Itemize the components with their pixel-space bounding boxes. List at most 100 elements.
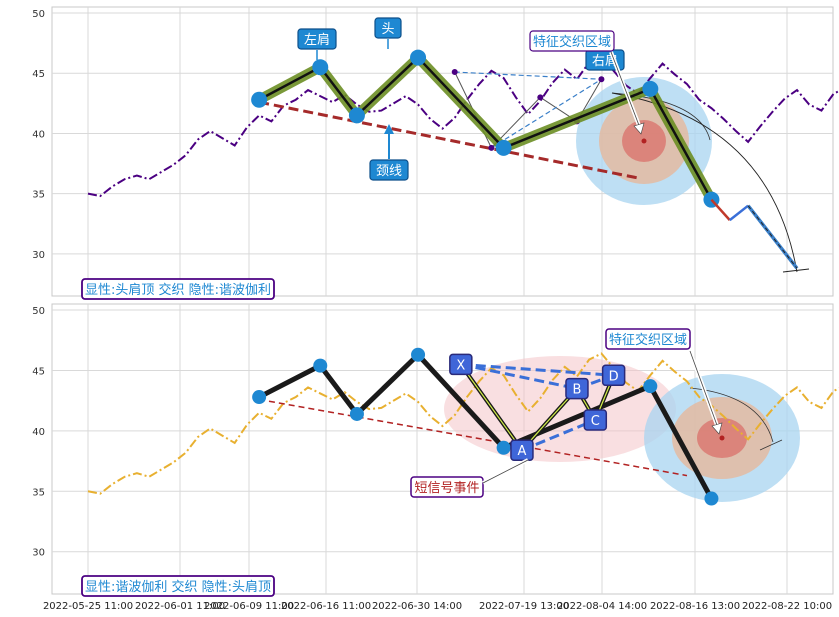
- pattern-marker: [496, 440, 511, 455]
- y-tick-label: 50: [32, 306, 45, 317]
- label-feature-zone-box: [605, 328, 691, 350]
- bottom-ytick-labels: 30 35 40 45 50: [32, 306, 45, 559]
- x-tick-label: 2022-07-19 13:00: [479, 601, 569, 612]
- top-price-series: [87, 55, 839, 198]
- label-neckline-box: [369, 159, 409, 181]
- arrow-feature-zone-head: [633, 122, 645, 135]
- x-tick-label: 2022-06-30 14:00: [372, 601, 462, 612]
- arrow-event-edge: [482, 459, 529, 484]
- harmonic-label-b: B: [573, 383, 582, 398]
- harmonic-label-c: C: [591, 414, 600, 429]
- pattern-marker: [411, 347, 426, 362]
- label-head-box: [374, 17, 402, 39]
- pattern-marker: [642, 80, 659, 97]
- y-tick-label: 35: [32, 487, 45, 498]
- pattern-marker: [251, 91, 268, 108]
- label-left-shoulder: 左肩: [304, 32, 330, 48]
- y-tick-label: 40: [32, 129, 45, 140]
- bottom-caption: 显性:谐波伽利 交织 隐性:头肩顶: [85, 579, 271, 595]
- top-ytick-labels: 30 35 40 45 50: [32, 9, 45, 261]
- top-caption-border: [81, 278, 275, 300]
- neckline: [259, 398, 688, 477]
- label-feature-zone-box: [529, 30, 615, 52]
- projection-dash: [747, 205, 798, 269]
- y-tick-label: 45: [32, 69, 45, 80]
- label-event-box: [410, 476, 484, 498]
- top-gridlines: [52, 7, 833, 296]
- zone-center: [719, 435, 725, 441]
- x-tick-label: 2022-08-04 14:00: [557, 601, 647, 612]
- x-tick-label: 2022-06-01 11:00: [135, 601, 225, 612]
- arrow-feature-zone-head: [711, 422, 723, 435]
- x-tick-label: 2022-06-16 11:00: [281, 601, 371, 612]
- harmonic-overlay-dash: [491, 78, 602, 149]
- pattern-marker: [349, 406, 364, 421]
- harmonic-label-d: D: [609, 369, 619, 384]
- projection-segment: [710, 198, 731, 221]
- x-tick-label: 2022-08-16 13:00: [650, 601, 740, 612]
- harmonic-label-a: A: [518, 444, 527, 459]
- y-tick-label: 30: [32, 250, 45, 261]
- harmonic-label-box: [583, 409, 608, 431]
- harmonic-overlay-point: [537, 94, 544, 101]
- arrow-feature-zone-edge: [610, 51, 641, 129]
- harmonic-ratio-line: [460, 362, 614, 377]
- pattern-marker: [643, 379, 658, 394]
- bottom-pattern: [252, 347, 719, 506]
- y-tick-label: 50: [32, 9, 45, 20]
- arrow-neckline-head: [384, 124, 394, 134]
- top-projection: [710, 198, 810, 273]
- price-line: [87, 55, 839, 198]
- harmonic-overlay-point: [598, 76, 605, 83]
- x-tick-labels: 2022-05-25 11:00 2022-06-01 11:002022-06-…: [43, 601, 832, 612]
- harmonic-overlay-dash: [454, 71, 602, 80]
- top-caption-box: 显性:头肩顶 交织 隐性:谐波伽利: [81, 278, 275, 300]
- harmonic-label-box: [449, 353, 473, 376]
- pattern-marker: [313, 358, 328, 373]
- harmonic-ratio-line: [521, 418, 596, 452]
- bottom-harmonic: X A B C D: [449, 353, 626, 461]
- bottom-price-series: [87, 352, 839, 495]
- projection-segment: [728, 204, 749, 222]
- y-tick-label: 40: [32, 427, 45, 438]
- pattern-marker: [252, 390, 267, 405]
- pattern-marker: [348, 107, 365, 124]
- zone-center: [641, 138, 647, 144]
- y-tick-label: 30: [32, 548, 45, 559]
- label-event: 短信号事件: [414, 481, 479, 496]
- harmonic-label-box: [601, 364, 626, 387]
- label-left-shoulder-box: [297, 28, 337, 50]
- bottom-caption-box: 显性:谐波伽利 交织 隐性:头肩顶: [81, 575, 275, 597]
- zone-tick: [759, 439, 783, 451]
- bottom-neckline: [259, 398, 688, 477]
- pattern-marker: [312, 59, 329, 76]
- pattern-marker: [704, 491, 719, 506]
- pattern-marker: [495, 139, 512, 156]
- top-caption: 显性:头肩顶 交织 隐性:谐波伽利: [85, 282, 271, 298]
- harmonic-label-x: X: [456, 358, 465, 373]
- neckline: [258, 100, 639, 180]
- label-head: 头: [381, 22, 394, 37]
- x-tick-label: 2022-08-22 10:00: [742, 601, 832, 612]
- pattern-marker: [410, 49, 427, 66]
- x-tick-label: 2022-06-09 11:00: [204, 601, 294, 612]
- price-line: [87, 352, 839, 495]
- label-feature-zone: 特征交织区域: [533, 34, 611, 50]
- y-tick-label: 35: [32, 190, 45, 201]
- harmonic-overlay-point: [451, 69, 458, 76]
- top-neckline: [258, 100, 639, 180]
- x-tick-label: 2022-05-25 11:00: [43, 601, 133, 612]
- harmonic-label-box: [510, 439, 534, 461]
- y-tick-label: 45: [32, 366, 45, 377]
- arrow-feature-zone-edge: [689, 350, 719, 429]
- harmonic-overlay-point: [488, 144, 495, 151]
- label-neckline: 颈线: [376, 164, 402, 179]
- harmonic-label-box: [565, 377, 589, 400]
- projection-tick: [782, 268, 810, 273]
- label-feature-zone: 特征交织区域: [609, 332, 687, 348]
